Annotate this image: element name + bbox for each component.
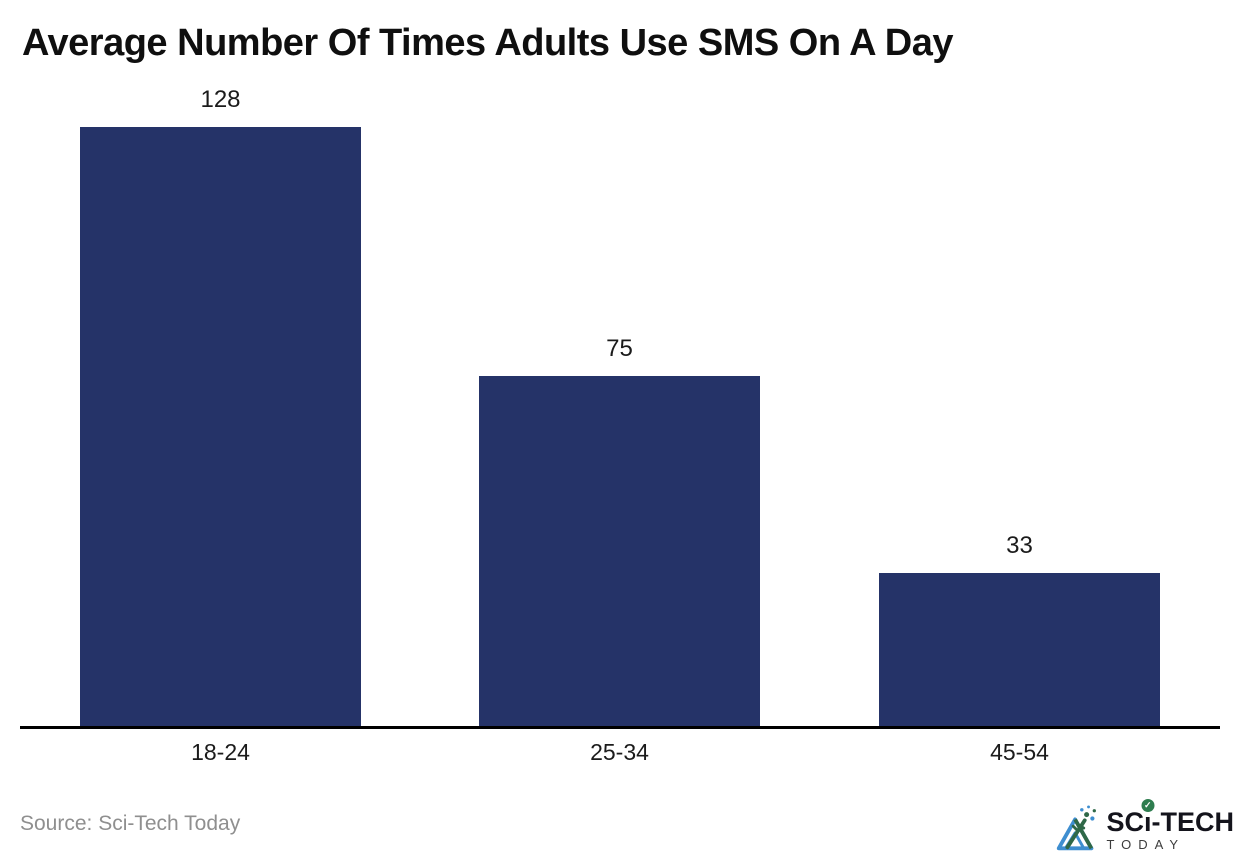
sci-tech-today-logo: SC ı ✓ -TECH TODAY — [1052, 799, 1235, 855]
value-label: 33 — [1006, 532, 1033, 559]
bar-25-34 — [479, 376, 760, 728]
logo-text-tech: -TECH — [1151, 807, 1235, 837]
logo-subtitle: TODAY — [1106, 837, 1186, 852]
x-axis-tick-label: 25-34 — [590, 739, 649, 765]
check-badge-icon: ✓ — [1141, 799, 1155, 812]
x-axis-tick-label: 18-24 — [191, 739, 250, 765]
value-label: 75 — [606, 335, 633, 362]
chart-title: Average Number Of Times Adults Use SMS O… — [22, 22, 953, 64]
logo-wordmark: SC ı ✓ -TECH — [1106, 799, 1235, 837]
bar-18-24 — [80, 127, 361, 728]
logo-text: SC ı ✓ -TECH TODAY — [1106, 799, 1235, 852]
logo-text-sc: SC — [1106, 807, 1144, 837]
bar-45-54 — [879, 573, 1160, 728]
x-axis-tick-label: 45-54 — [990, 739, 1049, 765]
x-axis-line — [20, 726, 1220, 729]
source-note: Source: Sci-Tech Today — [20, 812, 241, 835]
logo-letter-i: ı ✓ — [1141, 799, 1155, 836]
value-label: 128 — [200, 86, 241, 113]
sci-tech-logo-icon — [1057, 805, 1097, 851]
